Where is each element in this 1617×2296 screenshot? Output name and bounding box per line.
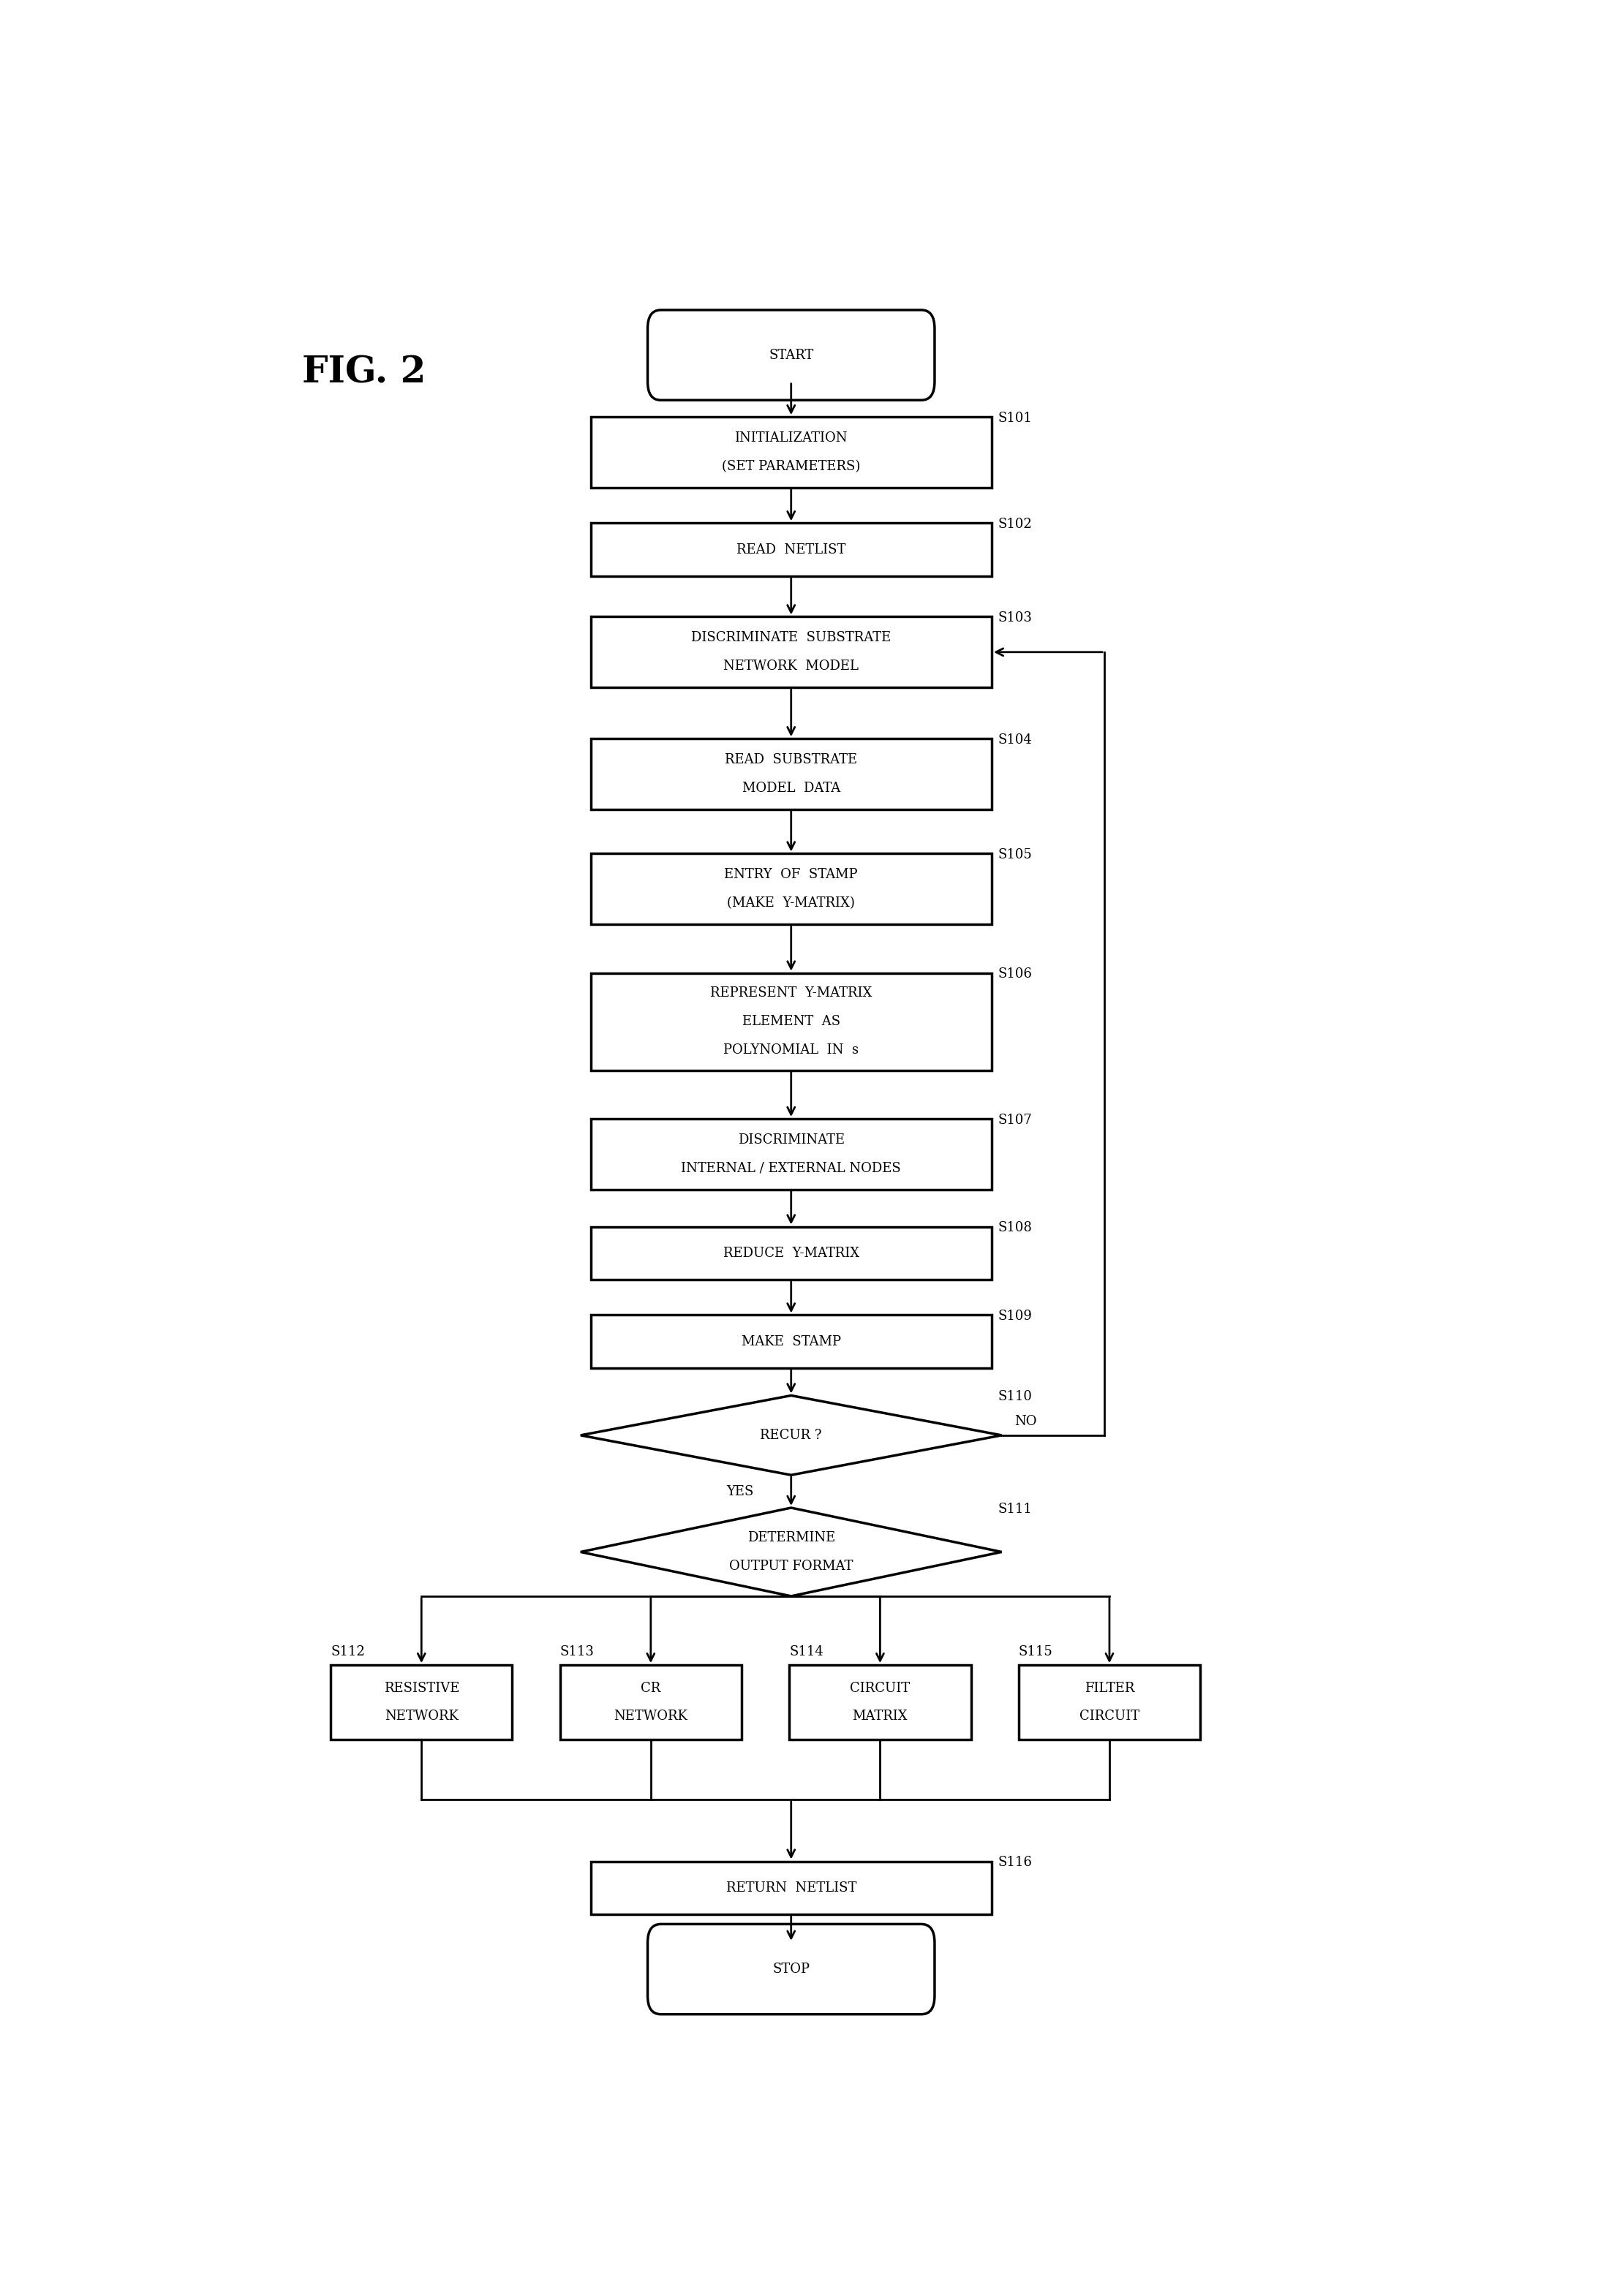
Text: READ  NETLIST: READ NETLIST xyxy=(736,542,846,556)
FancyBboxPatch shape xyxy=(590,739,991,810)
Text: ENTRY  OF  STAMP: ENTRY OF STAMP xyxy=(724,868,859,882)
Text: S104: S104 xyxy=(998,732,1032,746)
Text: MODEL  DATA: MODEL DATA xyxy=(742,781,841,794)
Text: S110: S110 xyxy=(998,1389,1032,1403)
Text: (MAKE  Y-MATRIX): (MAKE Y-MATRIX) xyxy=(728,895,855,909)
FancyBboxPatch shape xyxy=(789,1665,970,1740)
Text: RESISTIVE: RESISTIVE xyxy=(383,1681,459,1694)
FancyBboxPatch shape xyxy=(648,1924,935,2014)
Text: RECUR ?: RECUR ? xyxy=(760,1428,821,1442)
Text: MATRIX: MATRIX xyxy=(852,1711,907,1722)
Text: YES: YES xyxy=(726,1486,754,1497)
Text: RETURN  NETLIST: RETURN NETLIST xyxy=(726,1880,857,1894)
Text: S114: S114 xyxy=(789,1644,823,1658)
FancyBboxPatch shape xyxy=(590,1118,991,1189)
Text: NO: NO xyxy=(1014,1414,1036,1428)
Text: S115: S115 xyxy=(1019,1644,1053,1658)
Text: S111: S111 xyxy=(998,1502,1032,1515)
FancyBboxPatch shape xyxy=(590,854,991,925)
Text: REPRESENT  Y-MATRIX: REPRESENT Y-MATRIX xyxy=(710,987,872,999)
Text: INTERNAL / EXTERNAL NODES: INTERNAL / EXTERNAL NODES xyxy=(681,1162,901,1176)
Text: DETERMINE: DETERMINE xyxy=(747,1531,834,1545)
FancyBboxPatch shape xyxy=(648,310,935,400)
Text: S116: S116 xyxy=(998,1855,1032,1869)
FancyBboxPatch shape xyxy=(590,523,991,576)
Polygon shape xyxy=(581,1508,1001,1596)
Text: S103: S103 xyxy=(998,611,1032,625)
FancyBboxPatch shape xyxy=(1019,1665,1200,1740)
Text: DISCRIMINATE: DISCRIMINATE xyxy=(737,1134,844,1146)
Text: DISCRIMINATE  SUBSTRATE: DISCRIMINATE SUBSTRATE xyxy=(690,631,891,645)
Text: S108: S108 xyxy=(998,1221,1032,1235)
FancyBboxPatch shape xyxy=(590,974,991,1070)
FancyBboxPatch shape xyxy=(330,1665,513,1740)
Text: INITIALIZATION: INITIALIZATION xyxy=(734,432,847,445)
Text: STOP: STOP xyxy=(773,1963,810,1977)
Text: (SET PARAMETERS): (SET PARAMETERS) xyxy=(721,459,860,473)
FancyBboxPatch shape xyxy=(559,1665,742,1740)
Text: S102: S102 xyxy=(998,517,1032,530)
Text: S101: S101 xyxy=(998,411,1032,425)
Text: START: START xyxy=(768,349,813,363)
Text: ELEMENT  AS: ELEMENT AS xyxy=(742,1015,841,1029)
Text: NETWORK: NETWORK xyxy=(614,1711,687,1722)
Text: READ  SUBSTRATE: READ SUBSTRATE xyxy=(724,753,857,767)
FancyBboxPatch shape xyxy=(590,418,991,487)
Text: POLYNOMIAL  IN  s: POLYNOMIAL IN s xyxy=(723,1042,859,1056)
Polygon shape xyxy=(581,1396,1001,1474)
FancyBboxPatch shape xyxy=(590,1862,991,1915)
Text: CIRCUIT: CIRCUIT xyxy=(1080,1711,1140,1722)
FancyBboxPatch shape xyxy=(590,1226,991,1279)
Text: MAKE  STAMP: MAKE STAMP xyxy=(741,1334,841,1348)
FancyBboxPatch shape xyxy=(590,1316,991,1368)
Text: CIRCUIT: CIRCUIT xyxy=(851,1681,910,1694)
Text: OUTPUT FORMAT: OUTPUT FORMAT xyxy=(729,1559,854,1573)
Text: FILTER: FILTER xyxy=(1085,1681,1135,1694)
Text: NETWORK  MODEL: NETWORK MODEL xyxy=(723,659,859,673)
Text: S106: S106 xyxy=(998,967,1032,980)
Text: S109: S109 xyxy=(998,1309,1032,1322)
Text: S105: S105 xyxy=(998,847,1032,861)
Text: S112: S112 xyxy=(330,1644,365,1658)
Text: REDUCE  Y-MATRIX: REDUCE Y-MATRIX xyxy=(723,1247,859,1261)
Text: FIG. 2: FIG. 2 xyxy=(302,356,427,390)
Text: NETWORK: NETWORK xyxy=(385,1711,458,1722)
Text: S113: S113 xyxy=(559,1644,593,1658)
FancyBboxPatch shape xyxy=(590,618,991,687)
Text: S107: S107 xyxy=(998,1114,1032,1127)
Text: CR: CR xyxy=(640,1681,661,1694)
